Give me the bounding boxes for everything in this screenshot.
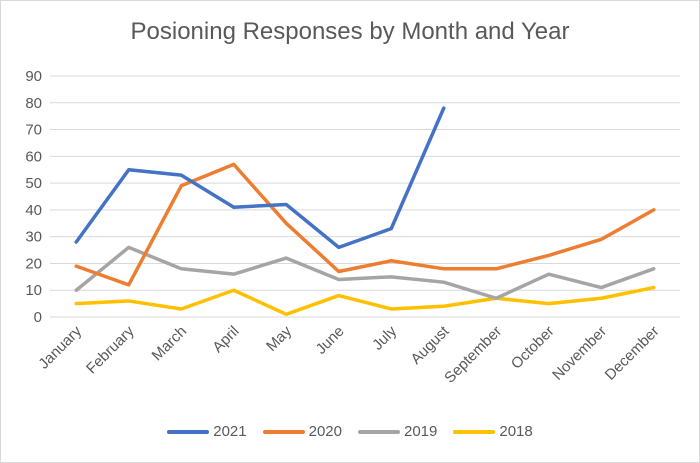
y-tick-label: 20: [25, 255, 42, 272]
y-tick-label: 70: [25, 122, 42, 139]
x-tick-label: June: [313, 323, 348, 358]
y-tick-label: 10: [25, 282, 42, 299]
series-line-2019: [74, 245, 656, 301]
legend-label: 2018: [499, 423, 533, 440]
series-line-2018: [74, 285, 656, 317]
legend-label: 2019: [404, 423, 438, 440]
x-tick-label: January: [35, 322, 85, 372]
legend-item-2019: 2019: [358, 423, 437, 440]
legend-swatch: [358, 429, 400, 434]
y-axis-ticks: 0 10 20 30 40 50 60 70 80 90: [25, 68, 42, 326]
y-tick-label: 50: [25, 175, 42, 192]
x-tick-label: May: [263, 322, 295, 354]
legend-swatch: [262, 429, 305, 434]
chart-title: Posioning Responses by Month and Year: [130, 18, 570, 45]
x-tick-label: December: [602, 323, 663, 384]
y-tick-label: 0: [34, 309, 42, 326]
legend: 2021 2020 2019 2018: [0, 423, 700, 440]
x-tick-label: October: [508, 323, 558, 373]
legend-swatch: [167, 429, 210, 434]
x-tick-label: February: [83, 322, 138, 377]
legend-item-2021: 2021: [167, 423, 247, 440]
x-tick-label: September: [441, 323, 505, 387]
y-tick-label: 80: [25, 95, 42, 112]
legend-swatch: [453, 429, 496, 434]
series-line-2021: [74, 106, 446, 250]
x-tick-label: July: [369, 322, 400, 353]
x-tick-label: March: [149, 323, 190, 364]
legend-label: 2020: [308, 423, 342, 440]
x-tick-label: April: [209, 323, 242, 356]
y-tick-label: 40: [25, 202, 42, 219]
gridlines: [50, 75, 680, 318]
y-tick-label: 90: [25, 68, 42, 85]
legend-label: 2021: [213, 423, 247, 440]
series-lines: [74, 106, 656, 317]
x-tick-label: August: [408, 322, 454, 368]
legend-item-2018: 2018: [453, 423, 533, 440]
y-tick-label: 30: [25, 229, 42, 246]
series-line-2020: [74, 162, 656, 287]
y-tick-label: 60: [25, 148, 42, 165]
x-tick-label: November: [549, 323, 610, 384]
legend-item-2020: 2020: [262, 423, 342, 440]
